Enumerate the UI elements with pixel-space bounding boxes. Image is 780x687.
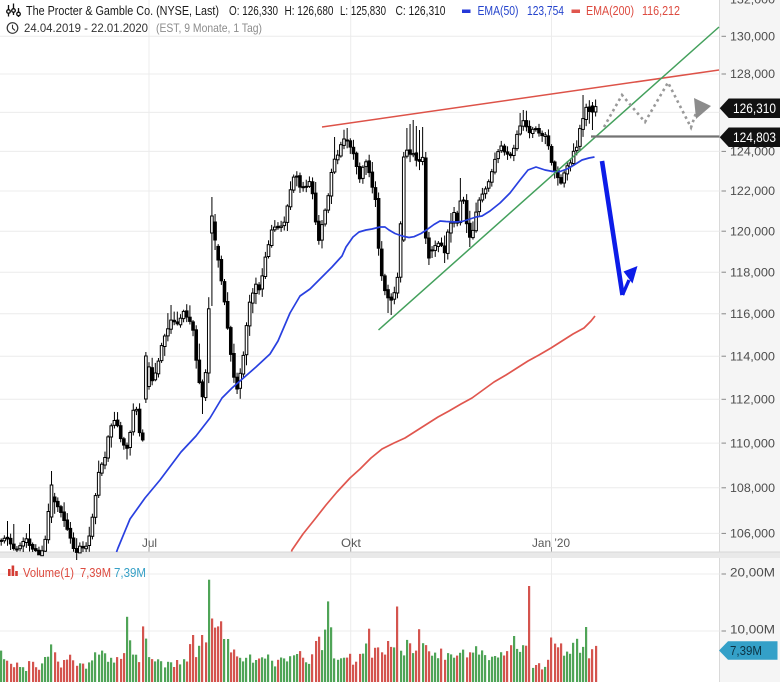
svg-text:116,000: 116,000 — [730, 307, 775, 321]
svg-text:EMA(50): EMA(50) — [478, 3, 519, 18]
svg-text:7,39M: 7,39M — [80, 566, 111, 580]
svg-text:132,000: 132,000 — [730, 0, 775, 6]
svg-text:118,000: 118,000 — [730, 265, 775, 279]
svg-text:Jan ’20: Jan ’20 — [532, 536, 570, 550]
svg-text:EMA(200): EMA(200) — [586, 3, 634, 18]
svg-text:L: 125,830: L: 125,830 — [340, 3, 386, 18]
svg-text:The Procter & Gamble Co. (NYSE: The Procter & Gamble Co. (NYSE, Last) — [26, 3, 219, 18]
svg-text:116,212: 116,212 — [642, 3, 680, 18]
svg-text:130,000: 130,000 — [730, 30, 775, 44]
svg-text:126,310: 126,310 — [733, 101, 776, 116]
svg-text:H: 126,680: H: 126,680 — [285, 3, 334, 18]
svg-text:128,000: 128,000 — [730, 67, 775, 81]
svg-text:Jul: Jul — [142, 536, 157, 550]
svg-text:106,000: 106,000 — [730, 527, 775, 541]
svg-text:(EST, 9 Monate, 1 Tag): (EST, 9 Monate, 1 Tag) — [156, 21, 262, 35]
svg-text:10,00M: 10,00M — [730, 623, 775, 637]
svg-text:7,39M: 7,39M — [114, 566, 146, 580]
svg-text:Volume(1): Volume(1) — [23, 566, 74, 580]
svg-text:120,000: 120,000 — [730, 224, 775, 238]
svg-text:C: 126,310: C: 126,310 — [396, 3, 446, 18]
svg-text:O: 126,330: O: 126,330 — [229, 3, 278, 18]
svg-text:7,39M: 7,39M — [730, 643, 762, 658]
svg-text:114,000: 114,000 — [730, 349, 775, 363]
svg-text:Okt: Okt — [341, 536, 362, 550]
svg-text:122,000: 122,000 — [730, 184, 775, 198]
svg-text:24.04.2019 - 22.01.2020: 24.04.2019 - 22.01.2020 — [24, 21, 148, 35]
svg-text:110,000: 110,000 — [730, 436, 775, 450]
svg-text:108,000: 108,000 — [730, 481, 775, 495]
svg-text:112,000: 112,000 — [730, 393, 775, 407]
svg-text:124,803: 124,803 — [733, 130, 776, 145]
svg-text:20,00M: 20,00M — [730, 566, 775, 580]
svg-text:123,754: 123,754 — [527, 3, 564, 18]
